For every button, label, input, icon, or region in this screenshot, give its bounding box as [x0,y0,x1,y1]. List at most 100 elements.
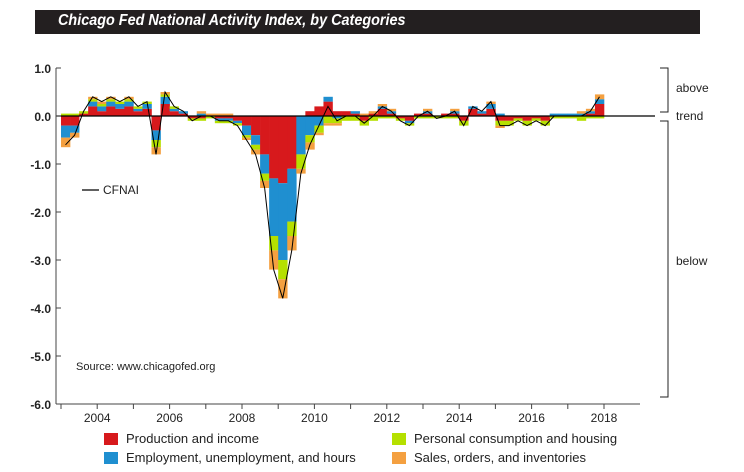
x-tick-label: 2010 [301,411,328,425]
bar-production-2013Q3 [441,113,451,116]
bar-employment-2003Q2 [70,125,80,133]
y-tick-label: 1.0 [34,62,51,76]
bar-sales-2011Q2 [359,113,369,116]
bar-personal-2017Q2 [576,116,587,121]
bar-production-2003Q2 [70,116,80,126]
legend-label: Employment, unemployment, and hours [126,450,356,465]
bar-employment-2005Q1 [133,108,143,112]
bar-production-2013Q1 [423,113,433,116]
bar-sales-2009Q1 [278,279,288,299]
bar-employment-2010Q2 [323,96,333,102]
bar-employment-2009Q1 [278,183,288,260]
bar-employment-2007Q4 [232,120,243,124]
above-bracket [660,67,669,113]
bar-production-2003Q1 [61,116,71,126]
bar-employment-2009Q4 [305,116,315,136]
bar-production-2008Q4 [269,116,279,179]
bar-personal-2005Q4 [160,94,170,97]
source-note: Source: www.chicagofed.org [76,361,215,373]
bar-sales-2013Q1 [423,108,433,112]
bar-sales-2004Q2 [106,96,116,100]
x-tick-label: 2008 [229,411,256,425]
chart-title: Chicago Fed National Activity Index, by … [58,12,406,29]
bar-personal-2014Q1 [459,120,469,126]
bar-personal-2015Q1 [495,120,505,126]
bar-employment-2011Q1 [350,111,360,114]
bar-employment-2007Q3 [223,118,234,121]
bar-employment-2014Q3 [477,111,487,114]
bar-production-2007Q3 [223,116,234,119]
bar-sales-2004Q4 [124,96,134,100]
bar-production-2004Q3 [115,108,125,116]
y-tick-label: 0.0 [34,110,51,124]
x-tick-label: 2014 [446,411,473,425]
x-tick-label: 2012 [373,411,400,425]
bar-production-2012Q4 [413,113,424,116]
bar-production-2015Q3 [513,116,523,119]
bar-employment-2007Q2 [214,118,225,121]
bar-production-2013Q4 [450,113,460,116]
bar-production-2015Q1 [495,116,505,121]
bar-sales-2008Q4 [269,250,279,270]
bar-sales-2003Q1 [61,137,71,148]
bar-employment-2004Q2 [106,101,116,107]
bar-production-2015Q2 [504,116,514,121]
bar-personal-2016Q3 [549,116,560,119]
bar-production-2006Q2 [178,113,188,116]
bar-production-2010Q4 [341,111,351,116]
bar-sales-2010Q2 [323,123,333,126]
legend-swatch [392,432,406,445]
bar-personal-2005Q1 [133,106,143,109]
bar-employment-2004Q3 [115,104,125,109]
bar-employment-2005Q4 [160,96,170,104]
bar-personal-2015Q4 [522,120,532,126]
bar-production-2010Q3 [332,111,342,116]
bar-employment-2014Q2 [468,106,478,109]
bar-employment-2017Q2 [576,113,587,116]
bar-production-2011Q4 [377,108,388,116]
legend-sales: Sales, orders, and inventories [392,450,586,465]
bar-personal-2008Q4 [269,236,279,251]
bar-employment-2008Q1 [242,125,252,136]
bar-personal-2016Q2 [540,120,550,126]
bar-personal-2007Q3 [223,120,234,124]
bar-personal-2013Q2 [432,116,442,119]
legend-employment: Employment, unemployment, and hours [104,450,356,465]
bar-personal-2007Q2 [214,120,225,124]
bar-personal-2006Q1 [169,106,179,109]
bar-sales-2017Q4 [594,94,605,100]
bar-personal-2003Q2 [70,113,80,116]
bar-personal-2011Q3 [368,116,379,121]
legend-label: Personal consumption and housing [414,431,618,446]
bar-employment-2006Q4 [196,113,207,116]
bar-personal-2012Q1 [386,116,397,119]
bar-employment-2012Q1 [386,111,397,114]
bar-production-2011Q3 [368,113,379,116]
bar-employment-2013Q1 [423,111,433,114]
bar-employment-2004Q1 [97,106,107,112]
bar-personal-2004Q1 [97,104,107,107]
bar-production-2005Q4 [160,104,170,116]
legend-swatch [392,451,406,464]
bar-personal-2003Q1 [61,113,71,116]
bar-production-2004Q4 [124,106,134,116]
bar-employment-2009Q3 [296,116,306,155]
bar-personal-2015Q2 [504,120,514,126]
bar-production-2009Q1 [278,116,288,184]
bar-personal-2009Q3 [296,154,306,169]
bar-sales-2007Q1 [205,113,216,116]
bar-production-2012Q1 [386,113,397,116]
bar-personal-2006Q3 [187,118,198,121]
bar-personal-2003Q4 [88,99,98,102]
y-tick-label: -2.0 [30,206,51,220]
x-tick-label: 2004 [84,411,111,425]
legend-consumption: Personal consumption and housing [392,431,617,446]
bar-personal-2008Q2 [251,144,261,150]
bar-personal-2015Q3 [513,118,523,121]
bar-production-2015Q4 [522,116,532,121]
cfnai-legend-label: CFNAI [103,183,139,197]
legend-label: Production and income [126,431,259,446]
below-bracket [660,120,669,398]
bar-sales-2011Q3 [368,111,379,114]
